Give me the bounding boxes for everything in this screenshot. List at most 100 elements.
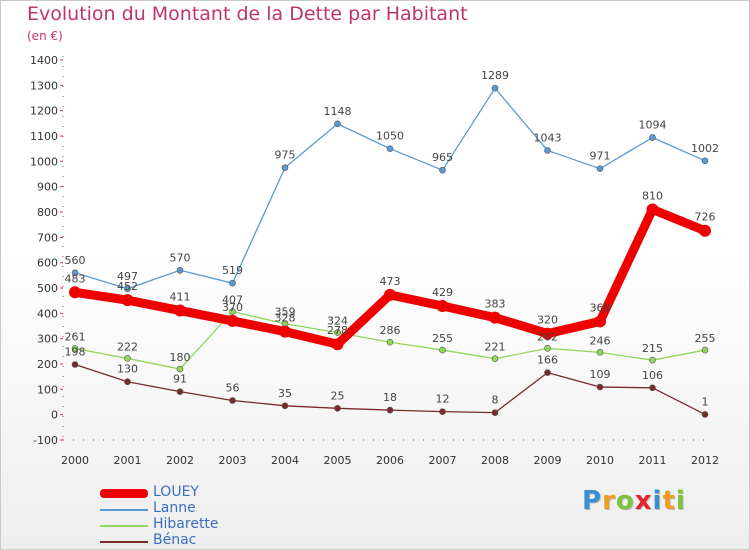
data-point (386, 338, 394, 346)
data-point (384, 288, 396, 301)
legend-label: Hibarette (153, 516, 219, 532)
data-point (331, 338, 344, 351)
data-label: 497 (117, 270, 138, 283)
data-point (594, 315, 606, 328)
data-point (71, 269, 79, 277)
data-point (701, 411, 709, 418)
data-label: 180 (170, 351, 191, 364)
data-point (491, 355, 499, 362)
y-tick-label: 600 (37, 257, 58, 270)
data-point (701, 157, 709, 165)
legend-swatch (100, 525, 148, 527)
data-point (176, 365, 184, 373)
data-point (701, 346, 709, 354)
data-point (544, 147, 551, 154)
x-tick-label: 2009 (534, 454, 562, 467)
data-label: 109 (590, 368, 611, 381)
data-label: 519 (222, 264, 243, 277)
data-point (71, 345, 79, 352)
data-label: 18 (383, 391, 397, 404)
data-point (596, 349, 604, 356)
data-label: 1094 (639, 119, 667, 132)
data-point (226, 314, 239, 327)
data-point (649, 134, 656, 141)
data-point (279, 325, 291, 338)
data-point (436, 299, 449, 312)
data-label: 262 (537, 330, 558, 343)
y-tick-label: -100 (33, 434, 58, 447)
data-label: 965 (432, 151, 453, 164)
data-label: 324 (327, 315, 348, 328)
data-label: 452 (117, 280, 138, 293)
data-point (229, 397, 236, 404)
data-point (71, 361, 79, 368)
data-label: 560 (65, 254, 86, 267)
data-label: 359 (275, 306, 296, 319)
data-point (491, 409, 499, 416)
y-tick-label: 1300 (30, 79, 58, 92)
data-label: 221 (485, 341, 506, 354)
data-label: 320 (537, 314, 558, 327)
data-label: 473 (380, 275, 401, 288)
data-label: 56 (226, 381, 240, 394)
data-point (281, 164, 289, 171)
data-label: 810 (642, 189, 663, 202)
data-label: 130 (117, 363, 138, 376)
data-label: 12 (436, 393, 450, 406)
x-tick-label: 2007 (429, 454, 457, 467)
y-tick-label: 900 (37, 181, 58, 194)
data-label: 328 (275, 312, 296, 325)
data-point (121, 294, 134, 307)
data-label: 35 (278, 387, 292, 400)
y-tick-label: 1400 (30, 54, 58, 67)
y-tick-label: 200 (37, 358, 58, 371)
legend-label: Bénac (153, 532, 197, 548)
data-label: 483 (65, 272, 86, 285)
data-point (176, 388, 184, 395)
data-label: 261 (65, 331, 86, 344)
y-tick-label: 800 (37, 206, 58, 219)
data-label: 368 (590, 301, 611, 314)
data-point (544, 344, 551, 352)
data-point (596, 383, 604, 391)
x-tick-label: 2008 (481, 454, 509, 467)
y-tick-label: 1000 (30, 155, 58, 168)
data-label: 370 (222, 301, 243, 314)
data-point (124, 355, 131, 362)
data-point (649, 356, 656, 364)
data-point (386, 406, 394, 414)
x-tick-label: 2005 (324, 454, 352, 467)
data-point (439, 346, 446, 354)
data-label: 383 (485, 298, 506, 311)
data-label: 25 (331, 389, 345, 402)
data-label: 278 (327, 324, 348, 337)
data-label: 570 (170, 251, 191, 264)
legend-swatch (100, 541, 148, 543)
legend-swatch (100, 489, 148, 498)
data-label: 1050 (376, 130, 404, 143)
data-point (334, 329, 341, 336)
data-point (646, 203, 659, 216)
data-point (124, 285, 131, 293)
y-tick-label: 100 (37, 383, 58, 396)
data-point (439, 166, 446, 174)
data-label: 215 (642, 342, 663, 355)
data-point (386, 145, 394, 152)
data-label: 91 (173, 373, 187, 386)
y-tick-label: 1200 (30, 105, 58, 118)
data-label: 1002 (691, 142, 719, 155)
y-tick-label: 1100 (30, 130, 58, 143)
y-tick-label: 500 (37, 282, 58, 295)
data-label: 975 (275, 149, 296, 162)
data-point (541, 327, 554, 340)
x-tick-label: 2002 (166, 454, 194, 467)
data-label: 429 (432, 286, 453, 299)
data-point (281, 402, 289, 410)
data-label: 971 (590, 150, 611, 163)
x-tick-label: 2004 (271, 454, 299, 467)
data-label: 1289 (481, 69, 509, 82)
data-label: 1148 (324, 105, 352, 118)
y-tick-label: 700 (37, 231, 58, 244)
data-label: 726 (695, 211, 716, 224)
data-label: 106 (642, 369, 663, 382)
